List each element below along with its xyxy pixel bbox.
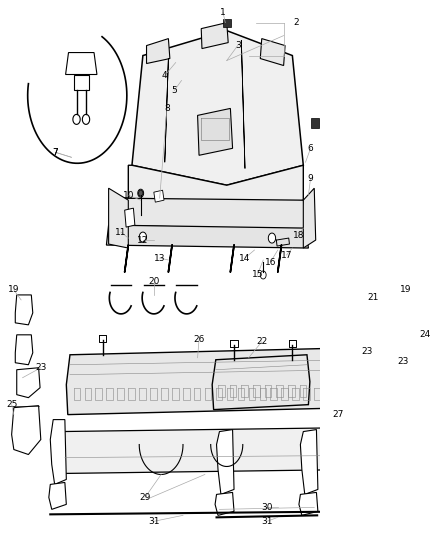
Polygon shape xyxy=(198,108,233,155)
Polygon shape xyxy=(138,190,143,196)
Text: 23: 23 xyxy=(361,348,372,356)
Polygon shape xyxy=(368,326,381,347)
Text: 7: 7 xyxy=(53,148,58,157)
Polygon shape xyxy=(82,115,90,124)
Text: 7: 7 xyxy=(53,148,58,157)
Text: 3: 3 xyxy=(235,41,240,50)
Polygon shape xyxy=(49,482,66,510)
Text: 27: 27 xyxy=(332,410,343,419)
Polygon shape xyxy=(215,492,234,515)
Polygon shape xyxy=(223,19,231,27)
Text: 4: 4 xyxy=(162,71,168,80)
Polygon shape xyxy=(370,302,377,328)
Text: 13: 13 xyxy=(154,254,166,263)
Text: 25: 25 xyxy=(6,400,18,409)
Polygon shape xyxy=(60,427,358,473)
Polygon shape xyxy=(400,364,417,390)
Polygon shape xyxy=(201,22,228,49)
Polygon shape xyxy=(66,53,97,75)
Text: 2: 2 xyxy=(293,18,299,27)
Text: 6: 6 xyxy=(308,144,314,153)
Polygon shape xyxy=(109,188,128,248)
Text: 9: 9 xyxy=(308,174,314,183)
Polygon shape xyxy=(50,419,66,484)
Text: 19: 19 xyxy=(399,286,411,294)
Polygon shape xyxy=(260,38,285,66)
Polygon shape xyxy=(139,232,147,242)
Text: 23: 23 xyxy=(398,357,409,366)
Polygon shape xyxy=(15,335,33,365)
Text: 12: 12 xyxy=(137,236,148,245)
Polygon shape xyxy=(15,295,33,325)
Polygon shape xyxy=(216,430,234,495)
Text: 21: 21 xyxy=(367,294,378,302)
Text: 8: 8 xyxy=(164,104,170,113)
Polygon shape xyxy=(400,338,417,368)
Text: 1: 1 xyxy=(220,8,226,17)
Text: 26: 26 xyxy=(193,335,205,344)
Polygon shape xyxy=(260,271,266,279)
Text: 30: 30 xyxy=(261,503,272,512)
Text: 16: 16 xyxy=(265,257,276,266)
Polygon shape xyxy=(268,233,276,243)
Polygon shape xyxy=(74,75,89,91)
Polygon shape xyxy=(400,295,417,325)
Text: 19: 19 xyxy=(8,286,20,294)
Polygon shape xyxy=(351,417,368,489)
Text: 5: 5 xyxy=(171,86,177,95)
Text: 17: 17 xyxy=(281,251,292,260)
Text: 11: 11 xyxy=(115,228,127,237)
Text: 18: 18 xyxy=(293,231,304,239)
Polygon shape xyxy=(299,492,318,515)
Polygon shape xyxy=(138,189,144,197)
Polygon shape xyxy=(300,430,318,495)
Polygon shape xyxy=(128,165,303,220)
Polygon shape xyxy=(132,30,303,185)
Polygon shape xyxy=(73,115,80,124)
Polygon shape xyxy=(106,225,308,248)
Polygon shape xyxy=(418,338,438,378)
Polygon shape xyxy=(212,355,310,410)
Polygon shape xyxy=(303,188,316,248)
Polygon shape xyxy=(311,118,318,128)
Polygon shape xyxy=(419,378,438,415)
Polygon shape xyxy=(154,190,164,202)
Polygon shape xyxy=(367,354,385,379)
Polygon shape xyxy=(147,38,170,63)
Text: 15: 15 xyxy=(251,270,263,279)
Text: 14: 14 xyxy=(239,254,251,263)
Text: 24: 24 xyxy=(420,330,431,340)
Text: 31: 31 xyxy=(148,517,159,526)
Polygon shape xyxy=(378,302,385,328)
Text: 20: 20 xyxy=(148,278,159,286)
Text: 22: 22 xyxy=(256,337,267,346)
Polygon shape xyxy=(17,368,40,398)
Polygon shape xyxy=(12,406,41,455)
Polygon shape xyxy=(125,208,135,227)
Text: 31: 31 xyxy=(261,517,272,526)
Polygon shape xyxy=(350,487,368,511)
Polygon shape xyxy=(112,198,307,230)
Text: 29: 29 xyxy=(139,493,151,502)
Polygon shape xyxy=(66,348,358,415)
Text: 23: 23 xyxy=(35,363,46,372)
Text: 10: 10 xyxy=(123,191,134,200)
